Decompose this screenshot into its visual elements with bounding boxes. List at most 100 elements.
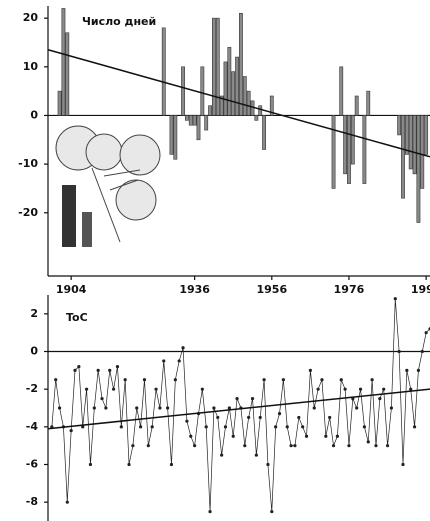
data-point: [358, 387, 363, 391]
y-tick-label: -6: [26, 458, 39, 471]
data-point: [169, 462, 174, 467]
data-point: [119, 425, 123, 429]
bar: [57, 90, 62, 116]
data-point: [185, 419, 189, 423]
data-point: [304, 434, 309, 438]
data-point: [166, 406, 170, 410]
data-point: [281, 378, 285, 382]
data-point: [254, 453, 258, 457]
data-point: [328, 415, 332, 420]
bar: [208, 105, 212, 116]
bar: [192, 115, 197, 126]
bar: [354, 95, 359, 116]
bar: [188, 115, 193, 126]
data-point: [146, 444, 150, 448]
bar: [331, 115, 336, 189]
data-point: [382, 387, 386, 391]
data-point: [96, 368, 100, 372]
y-tick-label: 10: [23, 60, 39, 73]
data-point: [355, 406, 359, 410]
data-point: [100, 396, 104, 401]
data-point: [331, 444, 336, 448]
data-point: [235, 396, 239, 401]
y-tick-label: -4: [26, 420, 39, 433]
data-point: [73, 368, 77, 372]
data-point: [77, 364, 81, 369]
y-tick-label: -10: [18, 157, 38, 170]
data-point: [370, 378, 374, 382]
bar: [347, 115, 351, 184]
y-tick-label: -8: [26, 495, 38, 508]
x-tick-label: 1956: [256, 283, 287, 296]
data-point: [84, 387, 89, 391]
data-point: [312, 406, 316, 410]
trend-line: [47, 388, 430, 430]
bar: [161, 27, 166, 116]
data-point: [104, 406, 108, 410]
data-point: [258, 415, 262, 420]
data-point: [335, 434, 339, 438]
bar: [196, 115, 201, 141]
data-point: [243, 444, 247, 448]
data-point: [220, 453, 224, 457]
data-point: [204, 425, 208, 429]
data-point: [227, 406, 231, 410]
chart-title: ToC: [66, 311, 88, 324]
data-point: [181, 346, 185, 350]
data-point: [108, 368, 112, 372]
data-point: [139, 425, 143, 429]
data-point: [374, 444, 378, 448]
x-tick-label: 1904: [56, 283, 87, 296]
x-tick-label: 1996: [411, 283, 430, 296]
data-point: [65, 500, 69, 504]
bar: [242, 76, 247, 116]
data-point: [274, 425, 278, 429]
data-point: [123, 378, 127, 382]
bar: [61, 8, 66, 116]
bar: [343, 115, 348, 175]
data-point: [308, 368, 312, 372]
data-point: [135, 406, 139, 410]
bar: [258, 105, 263, 116]
data-point: [366, 440, 370, 444]
data-point: [247, 415, 251, 420]
data-point: [277, 412, 282, 416]
data-point: [339, 378, 343, 382]
bar: [173, 115, 178, 160]
data-point: [301, 425, 305, 429]
data-point: [324, 434, 328, 438]
data-point: [158, 406, 162, 410]
data-point: [193, 444, 197, 448]
data-point: [69, 429, 73, 433]
data-point: [200, 387, 204, 391]
bar: [416, 115, 421, 223]
data-point: [285, 425, 289, 429]
bar: [404, 115, 409, 155]
leaf-illustration: [55, 125, 161, 247]
x-tick-label: 1936: [179, 283, 210, 296]
data-point: [250, 396, 255, 401]
data-point: [150, 425, 154, 429]
chart-title: Число дней: [82, 15, 156, 28]
bar: [239, 12, 243, 116]
data-point: [266, 462, 270, 467]
data-point: [216, 415, 220, 420]
data-line: [51, 298, 430, 512]
bar: [397, 115, 402, 136]
bar: [424, 115, 429, 155]
data-point: [293, 444, 297, 448]
bar: [412, 115, 417, 175]
data-point: [401, 462, 405, 467]
bar: [231, 71, 236, 116]
trend-line: [47, 49, 430, 158]
bar: [200, 66, 205, 116]
bar: [408, 115, 413, 170]
data-point: [57, 406, 62, 410]
data-point: [385, 444, 390, 448]
y-tick-label: -2: [26, 382, 38, 395]
data-point: [289, 444, 293, 448]
data-point: [320, 378, 324, 382]
data-point: [142, 378, 147, 382]
data-point: [316, 387, 320, 391]
